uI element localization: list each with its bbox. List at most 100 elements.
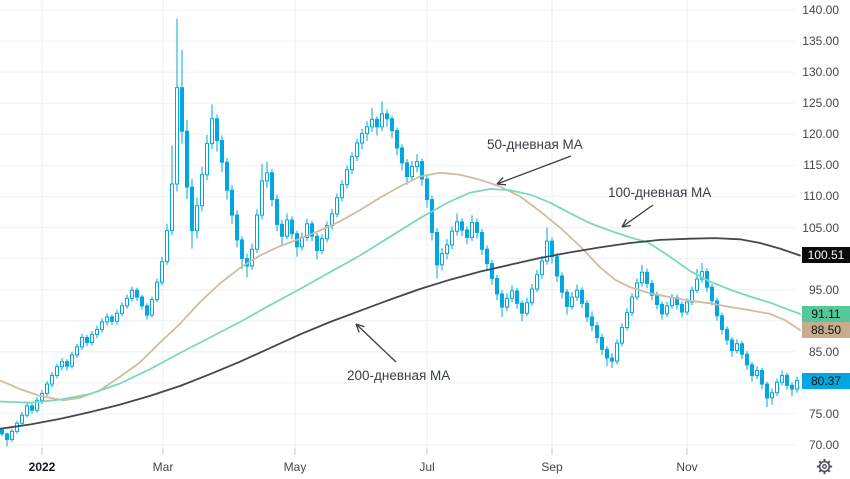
candle (225, 157, 229, 200)
y-axis-label: 120.00 (802, 127, 839, 142)
candle (320, 234, 324, 255)
candle (790, 382, 794, 397)
candle (100, 318, 104, 333)
candle (460, 218, 464, 237)
candle (195, 197, 199, 239)
annotation-arrows[interactable] (355, 155, 654, 363)
candle (465, 226, 469, 245)
candle (665, 302, 669, 317)
candle (690, 286, 694, 306)
candle (580, 287, 584, 309)
candle (180, 49, 184, 144)
candle (640, 264, 644, 287)
candle (235, 210, 239, 248)
candle (570, 292, 574, 310)
candle (95, 325, 99, 339)
y-axis-label: 135.00 (802, 34, 839, 49)
candle (770, 388, 774, 405)
candle (535, 269, 539, 293)
x-axis-label: May (283, 460, 307, 474)
candle (140, 294, 144, 310)
candle (525, 297, 529, 317)
candle (60, 358, 64, 371)
candle (75, 343, 79, 359)
candle (30, 403, 34, 414)
candle (410, 161, 414, 181)
candle (375, 116, 379, 136)
candle (710, 284, 714, 306)
candle (735, 339, 739, 354)
candle (45, 380, 49, 396)
candle (130, 286, 134, 302)
candle (750, 361, 754, 382)
candle (290, 216, 294, 240)
candle (85, 335, 89, 347)
y-axis-label: 110.00 (803, 189, 839, 204)
candle (65, 359, 69, 371)
candle (725, 326, 729, 345)
candle (120, 302, 124, 317)
candle (490, 259, 494, 285)
candle (145, 303, 149, 320)
candle (695, 269, 699, 294)
price-scale-settings-gear-icon[interactable] (816, 458, 833, 475)
candle (455, 213, 459, 236)
candle (785, 372, 789, 390)
candle (185, 119, 189, 199)
x-axis-label: Jul (419, 460, 435, 474)
candle (395, 127, 399, 156)
candle (390, 115, 394, 139)
candle (400, 144, 404, 171)
candle (605, 346, 609, 367)
candle (360, 128, 364, 150)
x-axis-label: Sep (541, 460, 563, 474)
candle (135, 287, 139, 301)
candle (500, 290, 504, 317)
candle (190, 179, 194, 249)
candle (270, 169, 274, 207)
candle (430, 195, 434, 241)
candle (680, 301, 684, 317)
candle (380, 101, 384, 132)
candle (745, 351, 749, 370)
candle (35, 397, 39, 413)
candle (775, 378, 779, 396)
candle (315, 233, 319, 260)
ma-annotation-label[interactable]: 50-дневная МА (487, 137, 583, 152)
candle (300, 232, 304, 251)
candle (755, 366, 759, 380)
candle (385, 109, 389, 127)
candle (355, 138, 359, 162)
ma-annotation-label[interactable]: 200-дневная МА (347, 368, 451, 383)
x-axis-label: Nov (676, 460, 698, 474)
candle (215, 114, 219, 152)
ma-line[interactable] (0, 171, 801, 402)
candle (740, 340, 744, 360)
candle (155, 278, 159, 303)
candle (670, 293, 674, 309)
candle (440, 248, 444, 271)
ma-line[interactable] (0, 188, 801, 404)
candle (115, 309, 119, 325)
candle (565, 289, 569, 315)
candle (595, 321, 599, 344)
candlestick-series[interactable] (0, 18, 799, 447)
candle (325, 221, 329, 243)
candle (220, 135, 224, 173)
candle (620, 323, 624, 347)
candle (415, 154, 419, 173)
candle (660, 301, 664, 320)
candle (495, 274, 499, 301)
price-badge: 91.11 (802, 305, 850, 322)
candle (720, 312, 724, 335)
ma-line[interactable] (0, 237, 801, 430)
ma-annotation-label[interactable]: 100-дневная МА (608, 185, 712, 200)
y-axis-label: 115.00 (803, 158, 839, 173)
candle (280, 220, 284, 247)
candle (245, 253, 249, 278)
candle (715, 297, 719, 321)
candle (615, 339, 619, 365)
y-axis-label: 130.00 (802, 65, 839, 80)
